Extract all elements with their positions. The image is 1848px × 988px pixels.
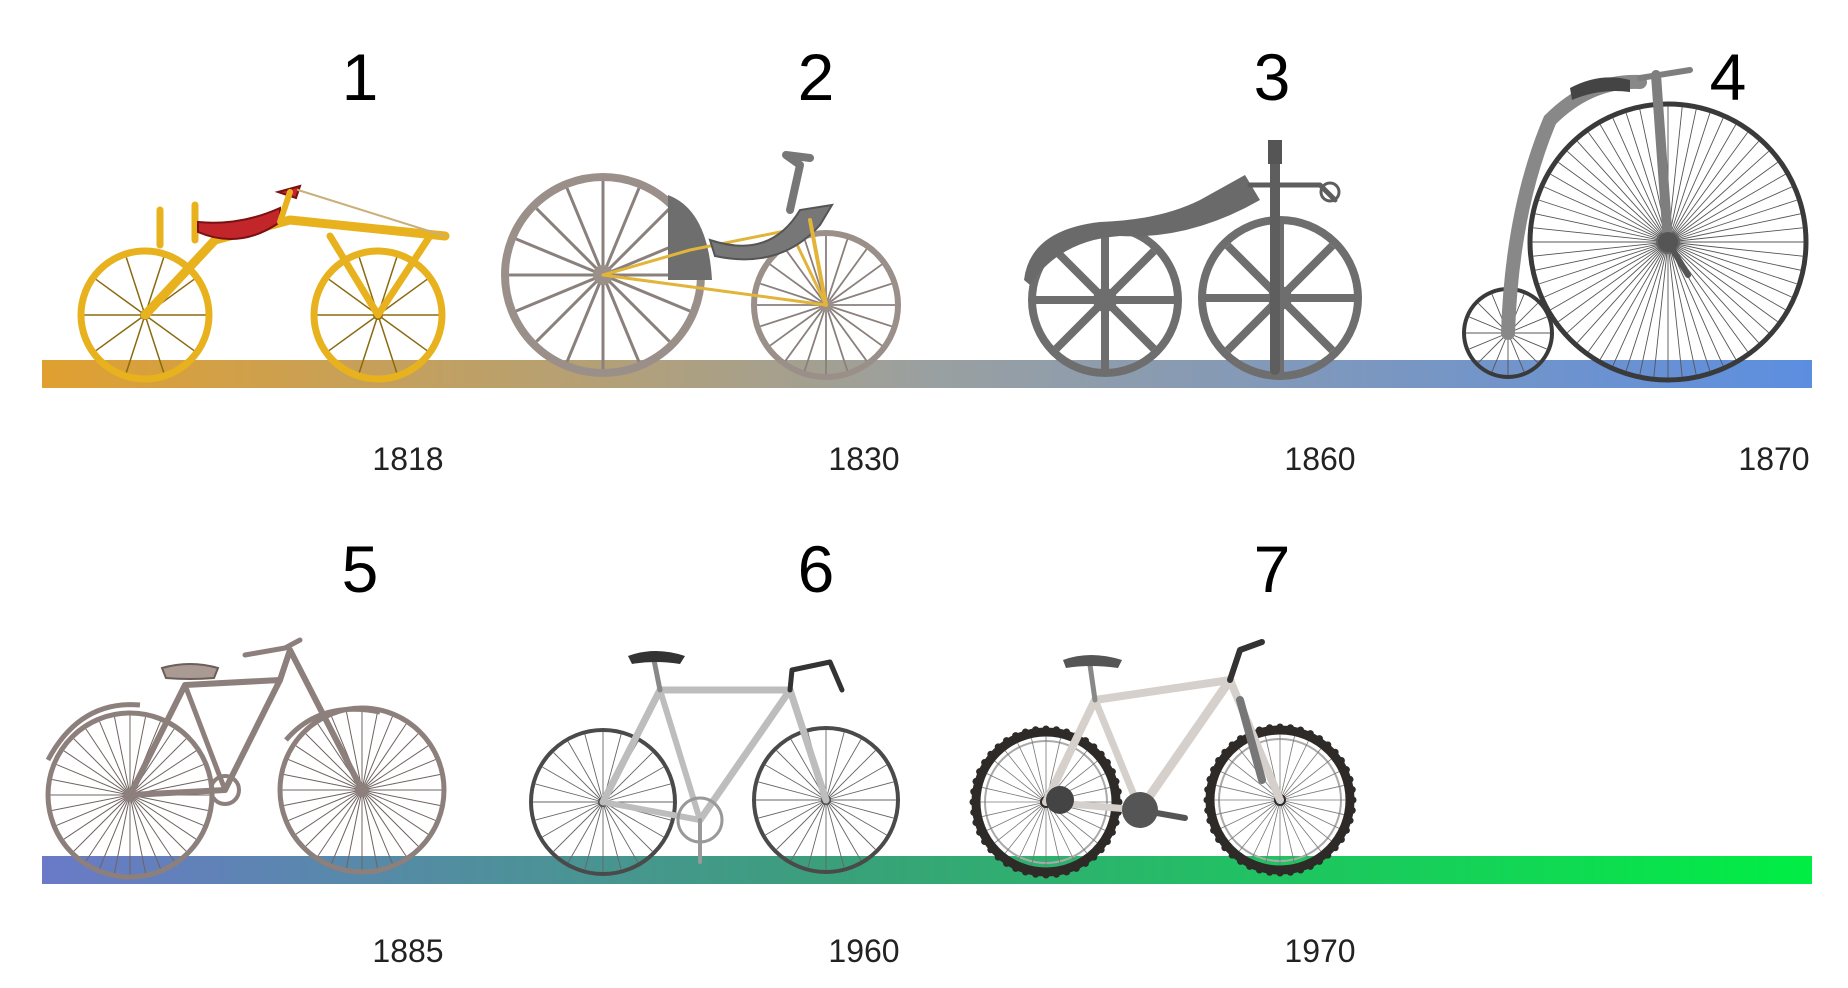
bicycle-mountain-bike-illustration — [969, 639, 1357, 879]
bicycle-tricycle-illustration — [501, 151, 901, 380]
item-number-5: 5 — [342, 532, 379, 606]
bicycle-velocipede-illustration — [1024, 140, 1362, 380]
bicycle-road-bike-illustration — [529, 651, 900, 876]
item-year-6: 1960 — [828, 933, 899, 969]
timeline-bar-row2 — [42, 856, 1812, 884]
wheel — [277, 705, 447, 875]
bicycle-penny-farthing-illustration — [1462, 67, 1809, 383]
item-number-6: 6 — [798, 532, 835, 606]
item-number-1: 1 — [342, 40, 379, 114]
bicycle-draisine-illustration — [77, 184, 450, 383]
item-number-7: 7 — [1254, 532, 1291, 606]
wheel — [1203, 723, 1357, 877]
item-year-1: 1818 — [372, 441, 443, 477]
timeline-bar-row1 — [42, 360, 1812, 388]
item-year-7: 1970 — [1284, 933, 1355, 969]
item-year-2: 1830 — [828, 441, 899, 477]
item-year-5: 1885 — [372, 933, 443, 969]
bicycle-safety-illustration — [45, 637, 447, 880]
item-number-3: 3 — [1254, 40, 1291, 114]
wheel — [751, 230, 901, 380]
item-year-3: 1860 — [1284, 441, 1355, 477]
item-number-2: 2 — [798, 40, 835, 114]
item-number-4: 4 — [1710, 40, 1747, 114]
item-year-4: 1870 — [1738, 441, 1809, 477]
